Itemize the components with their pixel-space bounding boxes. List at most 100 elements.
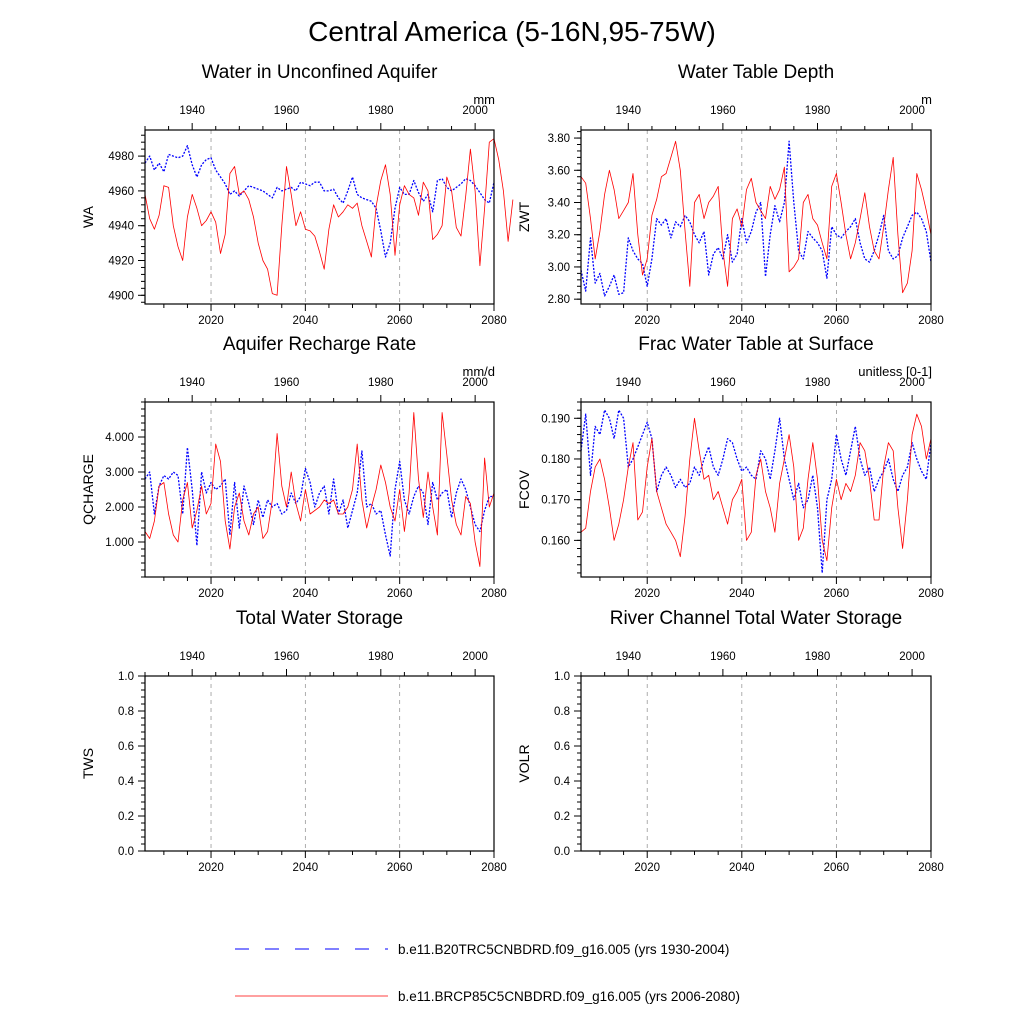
y-tick-label: 4900 (108, 290, 134, 302)
y-tick-label: 1.0 (118, 671, 134, 683)
legend-label: b.e11.B20TRC5CNBDRD.f09_g16.005 (yrs 193… (398, 942, 729, 957)
x-tick-label-bottom: 2040 (729, 315, 755, 327)
panel-title: Frac Water Table at Surface (638, 334, 874, 355)
y-tick-label: 2.000 (105, 502, 134, 514)
x-tick-label-top: 1960 (274, 651, 300, 663)
x-tick-label-bottom: 2060 (387, 315, 413, 327)
y-tick-label: 0.6 (118, 741, 134, 753)
x-tick-label-top: 1940 (616, 651, 642, 663)
x-tick-label-bottom: 2080 (918, 315, 944, 327)
x-tick-label-top: 1940 (179, 651, 205, 663)
x-tick-label-top: 1980 (805, 651, 831, 663)
plot-frame (580, 675, 932, 852)
y-tick-label: 4960 (108, 186, 134, 198)
x-tick-label-bottom: 2040 (293, 862, 319, 874)
panel-title: River Channel Total Water Storage (610, 608, 903, 629)
x-tick-label-bottom: 2040 (293, 588, 319, 600)
x-tick-label-top: 1960 (274, 105, 300, 117)
y-tick-label: 0.2 (554, 811, 570, 823)
series-line-historical (144, 145, 495, 258)
y-tick-label: 4.000 (105, 432, 134, 444)
x-tick-label-bottom: 2040 (293, 315, 319, 327)
x-tick-label-top: 1980 (368, 651, 394, 663)
x-tick-label-bottom: 2040 (729, 588, 755, 600)
series-line-rcp85 (144, 412, 495, 567)
y-tick-label: 1.000 (105, 537, 134, 549)
y-axis-label: FCOV (516, 469, 532, 509)
y-axis-label: VOLR (516, 744, 532, 782)
panel-tws: Total Water Storage TWS 2020 2040 2060 2080 19… (80, 608, 507, 874)
x-tick-label-top: 1960 (710, 105, 736, 117)
y-tick-label: 0.4 (554, 776, 571, 788)
y-tick-label: 0.160 (541, 535, 570, 547)
series-line-historical (580, 409, 932, 574)
figure-title: Central America (5-16N,95-75W) (308, 16, 716, 47)
x-tick-label-bottom: 2080 (918, 862, 944, 874)
y-tick-label: 3.40 (548, 198, 570, 210)
legend-label: b.e11.BRCP85C5CNBDRD.f09_g16.005 (yrs 20… (398, 989, 740, 1004)
x-tick-label-top: 1940 (616, 105, 642, 117)
x-tick-label-bottom: 2020 (634, 588, 660, 600)
series-line-rcp85 (144, 138, 514, 296)
panels: Water in Unconfined Aquifer mm WA 2020 2040 2… (80, 62, 944, 874)
y-tick-label: 4980 (108, 151, 134, 163)
x-tick-label-bottom: 2080 (481, 588, 507, 600)
panel-title: Total Water Storage (236, 608, 403, 629)
x-tick-label-bottom: 2020 (198, 588, 224, 600)
x-tick-label-top: 1960 (710, 651, 736, 663)
units-label: mm/d (463, 364, 496, 379)
plot-frame (580, 401, 932, 578)
x-tick-label-top: 2000 (462, 105, 488, 117)
y-tick-label: 4920 (108, 256, 134, 268)
y-axis-label: QCHARGE (80, 454, 96, 525)
panel-wa: Water in Unconfined Aquifer mm WA 2020 2040 2… (80, 62, 514, 327)
x-tick-label-top: 1980 (805, 105, 831, 117)
plot-frame (144, 129, 495, 305)
panel-title: Aquifer Recharge Rate (223, 334, 416, 355)
y-tick-label: 3.20 (548, 230, 570, 242)
plot-frame (144, 401, 495, 578)
units-label: mm (473, 92, 495, 107)
y-axis-label: ZWT (516, 201, 532, 232)
y-tick-label: 1.0 (554, 671, 570, 683)
x-tick-label-bottom: 2060 (824, 862, 850, 874)
x-tick-label-top: 1960 (710, 377, 736, 389)
y-tick-label: 0.8 (118, 706, 134, 718)
x-tick-label-bottom: 2060 (387, 588, 413, 600)
y-tick-label: 0.190 (541, 413, 570, 425)
panel-title: Water in Unconfined Aquifer (202, 62, 439, 83)
x-tick-label-top: 1940 (616, 377, 642, 389)
y-tick-label: 0.6 (554, 741, 570, 753)
panel-title: Water Table Depth (678, 62, 834, 83)
x-tick-label-top: 1980 (805, 377, 831, 389)
plot-frame (580, 129, 932, 305)
y-tick-label: 3.80 (548, 133, 570, 145)
y-tick-label: 3.00 (548, 262, 570, 274)
series-line-rcp85 (580, 413, 932, 562)
x-tick-label-top: 2000 (462, 377, 488, 389)
panel-volr: River Channel Total Water Storage VOLR 202… (516, 608, 944, 874)
y-tick-label: 0.180 (541, 454, 570, 466)
x-tick-label-top: 2000 (899, 377, 925, 389)
x-tick-label-bottom: 2060 (824, 315, 850, 327)
y-tick-label: 0.170 (541, 495, 570, 507)
x-tick-label-bottom: 2020 (634, 315, 660, 327)
x-tick-label-bottom: 2020 (198, 862, 224, 874)
y-tick-label: 0.2 (118, 811, 134, 823)
x-tick-label-bottom: 2020 (198, 315, 224, 327)
x-tick-label-top: 1980 (368, 377, 394, 389)
y-tick-label: 3.60 (548, 165, 570, 177)
x-tick-label-bottom: 2080 (918, 588, 944, 600)
units-label: m (921, 92, 932, 107)
y-tick-label: 2.80 (548, 294, 570, 306)
x-tick-label-bottom: 2060 (387, 862, 413, 874)
series-line-historical (144, 446, 494, 557)
x-tick-label-bottom: 2080 (481, 862, 507, 874)
y-tick-label: 0.4 (118, 776, 135, 788)
x-tick-label-bottom: 2060 (824, 588, 850, 600)
x-tick-label-top: 2000 (899, 651, 925, 663)
x-tick-label-top: 2000 (462, 651, 488, 663)
x-tick-label-top: 2000 (899, 105, 925, 117)
y-tick-label: 4940 (108, 221, 134, 233)
